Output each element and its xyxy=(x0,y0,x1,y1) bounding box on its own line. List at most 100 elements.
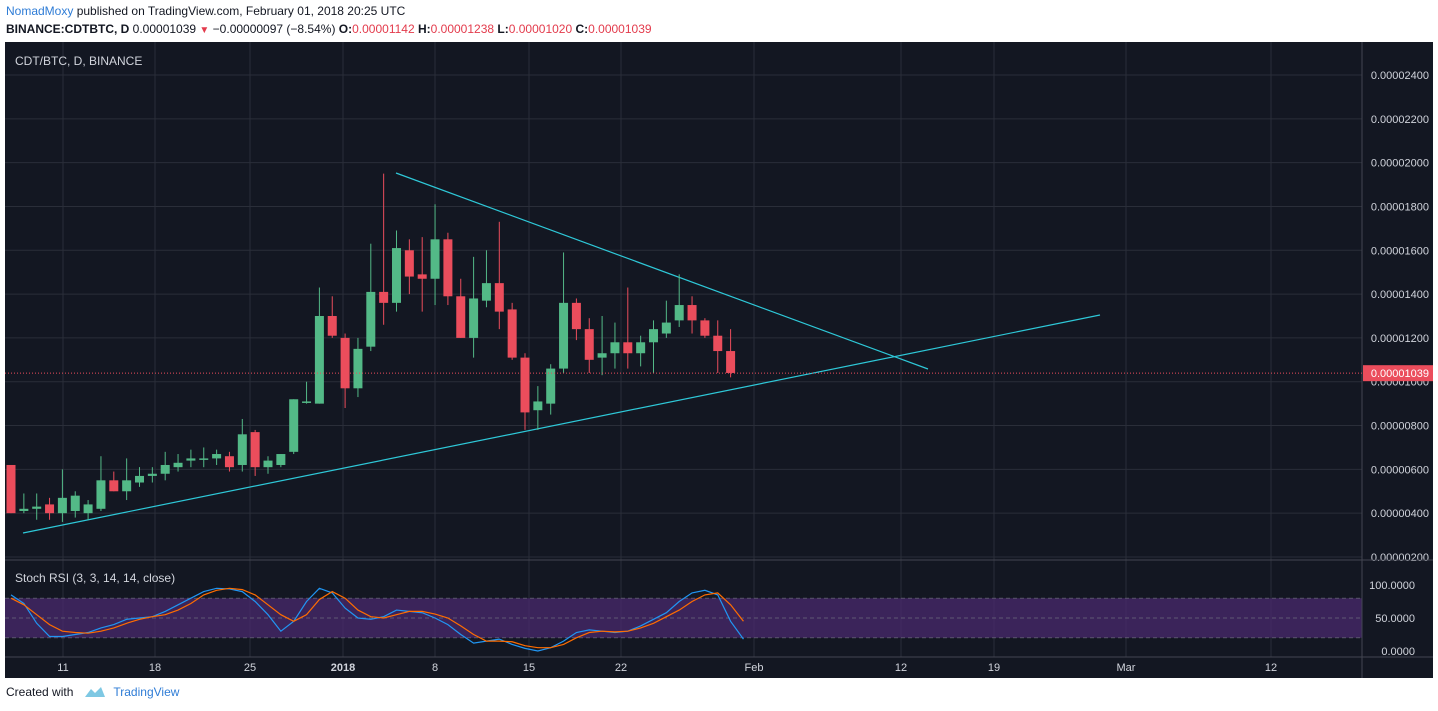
candle-body xyxy=(224,456,234,468)
candle-body xyxy=(713,335,723,352)
x-tick-label: 22 xyxy=(615,662,627,674)
candle-body xyxy=(32,506,42,509)
candle-body xyxy=(160,464,170,474)
candle-body xyxy=(404,250,414,277)
x-tick-label: Mar xyxy=(1117,662,1136,674)
candle-body xyxy=(687,305,697,321)
candle-body xyxy=(610,342,620,354)
grid-lines xyxy=(5,42,1362,657)
stoch-rsi-pane xyxy=(5,587,1362,652)
candle-body xyxy=(147,473,157,476)
rsi-tick-label: 0.0000 xyxy=(1381,646,1415,658)
last-price-tag xyxy=(1363,365,1433,382)
candle-body xyxy=(533,401,543,411)
y-tick-label: 0.00001400 xyxy=(1371,289,1429,301)
candle-body xyxy=(494,283,504,312)
candle-body xyxy=(109,480,119,492)
candle-body xyxy=(636,342,646,354)
x-tick-label: 11 xyxy=(57,662,68,674)
candle-body xyxy=(250,432,260,468)
tradingview-link[interactable]: TradingView xyxy=(113,685,180,699)
x-tick-label: 12 xyxy=(1265,662,1277,674)
candle-body xyxy=(674,305,684,321)
trendlines xyxy=(22,172,1101,534)
candle-body xyxy=(276,454,286,465)
candle-body xyxy=(443,239,453,297)
y-tick-label: 0.00002000 xyxy=(1371,158,1429,170)
resistance-trendline xyxy=(395,172,929,370)
y-tick-label: 0.00000200 xyxy=(1371,552,1429,564)
candle-body xyxy=(237,434,247,465)
chart-canvas[interactable]: 0.00000200 0.00000400 0.00000600 0.00000800… xyxy=(5,42,1433,678)
x-tick-label: 15 xyxy=(523,662,535,674)
candle-body xyxy=(212,454,222,459)
y-tick-label: 0.00002400 xyxy=(1371,70,1429,82)
chart-background xyxy=(5,42,1433,678)
down-arrow-icon: ▼ xyxy=(199,25,210,36)
candle-body xyxy=(122,480,132,492)
candle-body xyxy=(430,239,440,279)
last-price-label: 0.00001039 xyxy=(1371,368,1429,380)
ohlc-header: BINANCE:CDTBTC, D 0.00001039 ▼ −0.000000… xyxy=(6,22,652,36)
x-tick-label: 12 xyxy=(895,662,907,674)
candle-body xyxy=(700,320,710,336)
created-with-label: Created with xyxy=(6,685,74,699)
candles xyxy=(6,173,736,522)
y-tick-label: 0.00000400 xyxy=(1371,508,1429,520)
candle-body xyxy=(96,480,106,509)
candle-body xyxy=(45,504,55,514)
candle-body xyxy=(83,504,93,514)
candle-body xyxy=(289,399,299,452)
high-label: H: xyxy=(417,22,431,36)
open-value: 0.00001142 xyxy=(352,22,415,36)
symbol-label: BINANCE:CDTBTC, D xyxy=(6,22,130,36)
candle-body xyxy=(456,296,466,338)
candle-body xyxy=(661,322,671,334)
last-price: 0.00001039 xyxy=(132,22,197,36)
pane-title: CDT/BTC, D, BINANCE xyxy=(15,54,142,68)
low-value: 0.00001020 xyxy=(508,22,573,36)
candle-body xyxy=(327,316,337,336)
candle-body xyxy=(571,302,581,330)
candle-body xyxy=(623,342,633,354)
author-link[interactable]: NomadMoxy xyxy=(6,4,74,18)
tradingview-logo-icon xyxy=(85,687,106,697)
change-value: −0.00000097 (−8.54%) xyxy=(212,22,336,36)
candle-body xyxy=(481,283,491,301)
candle-body xyxy=(57,497,67,514)
candle-body xyxy=(314,316,324,404)
candle-body xyxy=(379,291,389,303)
publish-info: NomadMoxy published on TradingView.com, … xyxy=(6,4,405,18)
candle-body xyxy=(263,460,273,468)
candle-body xyxy=(584,329,594,360)
rsi-tick-label: 100.0000 xyxy=(1369,580,1415,592)
candle-body xyxy=(559,302,569,369)
candle-body xyxy=(340,337,350,389)
candle-body xyxy=(186,458,196,461)
open-label: O: xyxy=(338,22,353,36)
y-tick-label: 0.00002200 xyxy=(1371,114,1429,126)
candle-body xyxy=(366,291,376,347)
candle-body xyxy=(597,353,607,358)
candle-body xyxy=(353,348,363,389)
candle-body xyxy=(392,248,401,303)
high-value: 0.00001238 xyxy=(430,22,495,36)
x-tick-label: Feb xyxy=(745,662,764,674)
candle-body xyxy=(520,357,530,413)
candle-body xyxy=(726,351,736,373)
support-trendline xyxy=(22,314,1101,534)
y-tick-label: 0.00001800 xyxy=(1371,201,1429,213)
candle-body xyxy=(417,274,427,279)
axes: 0.00000200 0.00000400 0.00000600 0.00000800… xyxy=(5,42,1433,678)
y-tick-label: 0.00000800 xyxy=(1371,421,1429,433)
candle-body xyxy=(649,329,658,343)
candle-body xyxy=(70,495,80,511)
candle-body xyxy=(546,368,556,404)
x-tick-label: 8 xyxy=(432,662,438,674)
close-label: C: xyxy=(575,22,589,36)
candle-body xyxy=(19,508,29,511)
x-tick-label: 18 xyxy=(149,662,161,674)
close-value: 0.00001039 xyxy=(588,22,652,36)
candle-body xyxy=(469,298,479,338)
x-tick-label: 25 xyxy=(244,662,256,674)
